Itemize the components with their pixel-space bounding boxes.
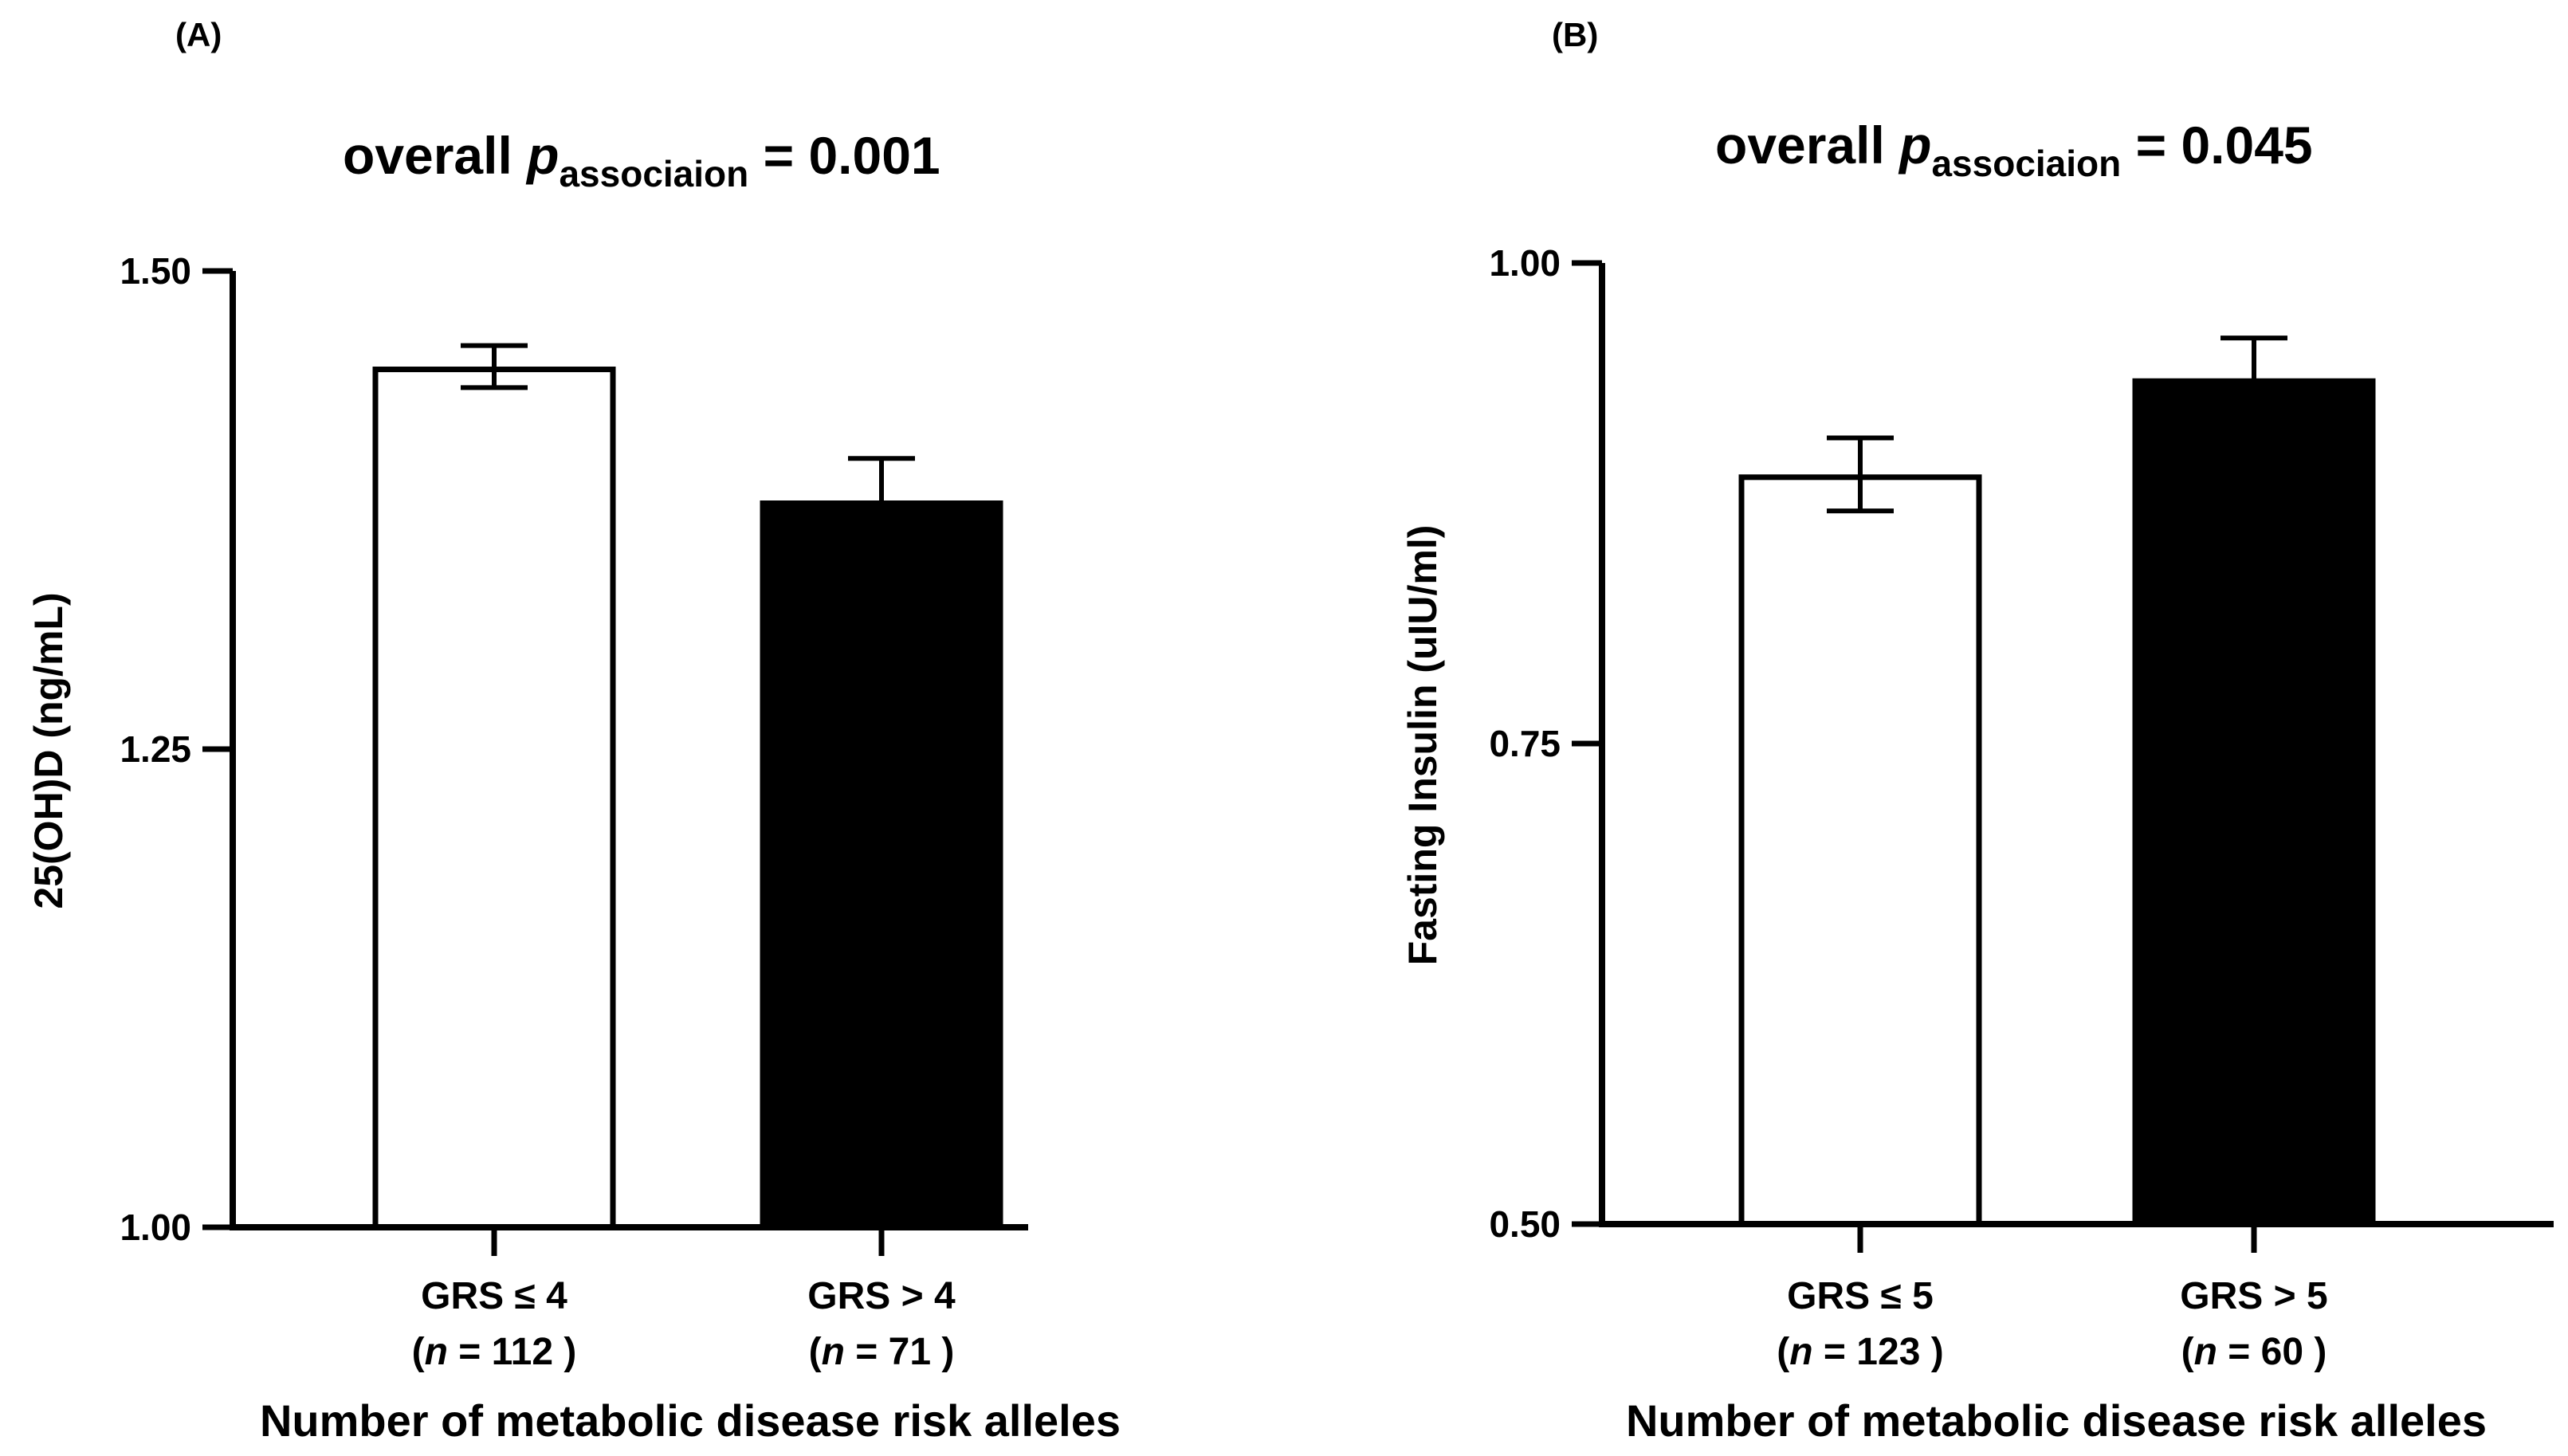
panel-a-bar-2: [760, 500, 1003, 1230]
panel-a-ytick-label-1: 1.00: [120, 1207, 191, 1248]
panel-a-xlabel: Number of metabolic disease risk alleles: [260, 1395, 1121, 1446]
panel-a-ylabel: 25(OH)D (ng/mL): [26, 592, 71, 909]
panel-a: (A) overall passociaion = 0.001 25(OH)D …: [26, 16, 1121, 1446]
panel-b-plot: 0.50 0.75 1.00: [1489, 242, 2554, 1253]
panel-b-category-2-n: (n = 60 ): [2181, 1331, 2327, 1373]
panel-b-category-2-label: GRS > 5: [2180, 1275, 2327, 1317]
panel-a-category-2-label: GRS > 4: [807, 1275, 956, 1317]
panel-a-ytick-label-3: 1.50: [120, 250, 191, 292]
panel-a-ytick-label-2: 1.25: [120, 728, 191, 770]
panel-b-ylabel: Fasting Insulin (uIU/ml): [1400, 525, 1445, 966]
panel-b-bar-2: [2132, 378, 2376, 1227]
panel-b-ytick-label-3: 1.00: [1489, 242, 1561, 284]
panel-b-category-1-n: (n = 123 ): [1777, 1331, 1943, 1373]
panel-b-ytick-label-2: 0.75: [1489, 723, 1561, 764]
panel-b: (B) overall passociaion = 0.045 Fasting …: [1400, 16, 2554, 1446]
panel-a-category-2-n: (n = 71 ): [809, 1331, 955, 1373]
panel-b-category-1-label: GRS ≤ 5: [1787, 1275, 1934, 1317]
panel-b-label: (B): [1552, 16, 1598, 53]
panel-b-ytick-label-1: 0.50: [1489, 1203, 1561, 1245]
panel-b-title: overall passociaion = 0.045: [1715, 116, 2313, 184]
panel-a-bar-1: [372, 367, 616, 1230]
panel-a-errorbar-2: [848, 456, 915, 545]
panel-b-errorbar-1: [1827, 435, 1894, 514]
panel-b-bar-1: [1738, 474, 1982, 1227]
panel-a-plot: 1.00 1.25 1.50: [120, 250, 1028, 1256]
panel-a-errorbar-1: [461, 343, 528, 390]
panel-a-label: (A): [175, 16, 222, 53]
panel-a-title: overall passociaion = 0.001: [343, 126, 940, 194]
panel-a-category-1-n: (n = 112 ): [412, 1331, 577, 1373]
panel-a-category-1-label: GRS ≤ 4: [421, 1275, 567, 1317]
panel-b-xlabel: Number of metabolic disease risk alleles: [1626, 1395, 2487, 1446]
panel-b-errorbar-2: [2220, 336, 2287, 422]
